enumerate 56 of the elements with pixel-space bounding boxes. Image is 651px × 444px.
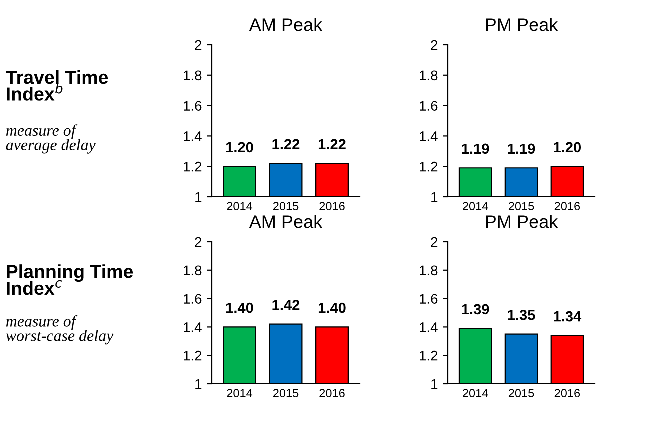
y-tick-label: 2 bbox=[195, 237, 202, 248]
x-tick-label: 2016 bbox=[320, 389, 345, 398]
chart-title: PM Peak bbox=[486, 215, 558, 228]
y-tick-label: 1.6 bbox=[184, 294, 202, 304]
text: Planning Time Index$^{c}$ bbox=[7, 264, 134, 296]
y-tick-label: 1.8 bbox=[420, 266, 438, 276]
y-tick-label: 1.8 bbox=[420, 70, 438, 81]
y-tick-label: 1.4 bbox=[420, 322, 438, 332]
data-label: 1.42 bbox=[272, 300, 300, 310]
x-tick-label: 2016 bbox=[320, 202, 345, 211]
x-tick-label: 2016 bbox=[554, 202, 580, 211]
data-label: 1.20 bbox=[554, 142, 582, 153]
text: measure of average delay bbox=[6, 124, 96, 154]
y-tick-label: 1 bbox=[432, 379, 438, 390]
y-tick-label: 1 bbox=[432, 192, 438, 202]
y-tick-label: 1.8 bbox=[184, 70, 202, 81]
x-tick-label: 2016 bbox=[554, 389, 580, 398]
data-label: 1.19 bbox=[462, 144, 490, 154]
y-tick-label: 1.2 bbox=[184, 350, 202, 361]
text: measure of worst-case delay bbox=[6, 315, 114, 345]
y-tick-label: 2 bbox=[195, 40, 202, 50]
text: Travel Time Index$^{b}$ bbox=[6, 70, 108, 101]
data-label: 1.20 bbox=[226, 142, 254, 153]
y-tick-label: 1.2 bbox=[184, 162, 202, 172]
x-tick-label: 2014 bbox=[463, 202, 488, 211]
y-tick-label: 1.6 bbox=[420, 294, 438, 304]
y-tick-label: 1.2 bbox=[420, 162, 438, 172]
x-tick-label: 2015 bbox=[508, 389, 534, 398]
x-tick-label: 2015 bbox=[273, 202, 299, 211]
data-label: 1.40 bbox=[226, 302, 254, 314]
chart-title: AM Peak bbox=[249, 18, 323, 32]
data-label: 1.39 bbox=[462, 304, 490, 315]
data-label: 1.34 bbox=[554, 311, 582, 322]
data-label: 1.35 bbox=[508, 310, 536, 320]
y-tick-label: 1.4 bbox=[184, 322, 202, 332]
y-tick-label: 1.8 bbox=[184, 266, 202, 276]
chart-title: PM Peak bbox=[486, 18, 558, 32]
x-tick-label: 2014 bbox=[227, 389, 253, 398]
y-tick-label: 1.2 bbox=[420, 350, 438, 361]
y-tick-label: 1.6 bbox=[420, 101, 438, 111]
y-tick-label: 2 bbox=[431, 40, 438, 50]
y-tick-label: 1.4 bbox=[184, 132, 202, 142]
y-tick-label: 1 bbox=[196, 379, 202, 390]
y-tick-label: 1 bbox=[196, 192, 202, 202]
chart-title: AM Peak bbox=[249, 215, 323, 228]
data-label: 1.22 bbox=[272, 139, 300, 150]
y-tick-label: 1.4 bbox=[420, 132, 438, 142]
y-tick-label: 1.6 bbox=[184, 101, 202, 111]
x-tick-label: 2014 bbox=[463, 389, 488, 398]
data-label: 1.19 bbox=[508, 144, 536, 154]
x-tick-label: 2014 bbox=[227, 202, 253, 211]
x-tick-label: 2015 bbox=[508, 202, 534, 211]
x-tick-label: 2015 bbox=[273, 389, 299, 398]
data-label: 1.22 bbox=[318, 139, 346, 150]
y-tick-label: 2 bbox=[431, 237, 438, 248]
data-label: 1.40 bbox=[318, 302, 346, 314]
